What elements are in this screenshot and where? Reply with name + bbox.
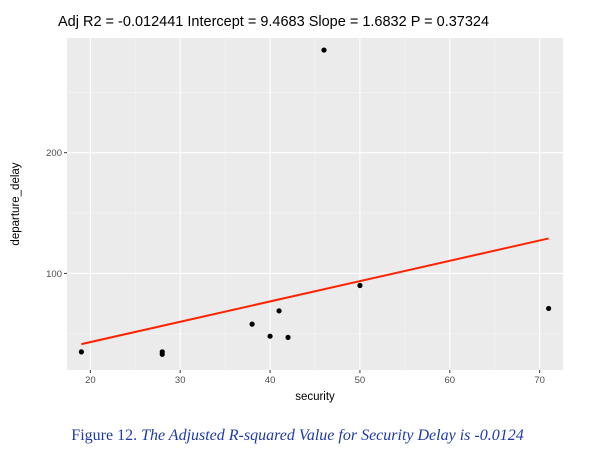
x-tick-label: 60	[444, 375, 455, 386]
data-point	[285, 334, 291, 341]
x-tick-label: 50	[355, 375, 366, 386]
x-tick-label: 70	[534, 375, 545, 386]
caption-text: The Adjusted R-squared Value for Securit…	[141, 427, 524, 444]
chart-title: Adj R2 = -0.012441 Intercept = 9.4683 Sl…	[58, 14, 489, 30]
points-layer	[78, 47, 552, 357]
y-axis-label: departure_delay	[10, 162, 22, 245]
scatter-plot: Adj R2 = -0.012441 Intercept = 9.4683 Sl…	[10, 14, 563, 403]
data-point	[159, 349, 165, 355]
x-tick-label: 40	[265, 375, 276, 386]
figure-caption: Figure 12. The Adjusted R-squared Value …	[0, 427, 595, 445]
x-axis-label: security	[295, 391, 335, 403]
x-tick-label: 30	[175, 375, 186, 386]
y-tick-label: 200	[46, 148, 62, 159]
regression-line	[81, 237, 549, 346]
regression-layer	[81, 237, 549, 346]
caption-figure-number: Figure 12.	[71, 427, 138, 444]
y-tick-label: 100	[46, 269, 62, 280]
x-tick-label: 20	[85, 375, 96, 386]
data-point	[276, 308, 282, 314]
data-point	[78, 349, 84, 355]
data-point	[249, 321, 255, 327]
data-point	[546, 305, 552, 312]
y-axis-ticks: 100 200	[46, 148, 67, 280]
x-axis-ticks: 20 30 40 50 60 70	[85, 370, 545, 386]
grid-minor	[67, 38, 563, 370]
data-point	[357, 282, 363, 289]
data-point	[321, 47, 327, 53]
grid-major	[67, 38, 563, 370]
data-point	[267, 333, 273, 339]
